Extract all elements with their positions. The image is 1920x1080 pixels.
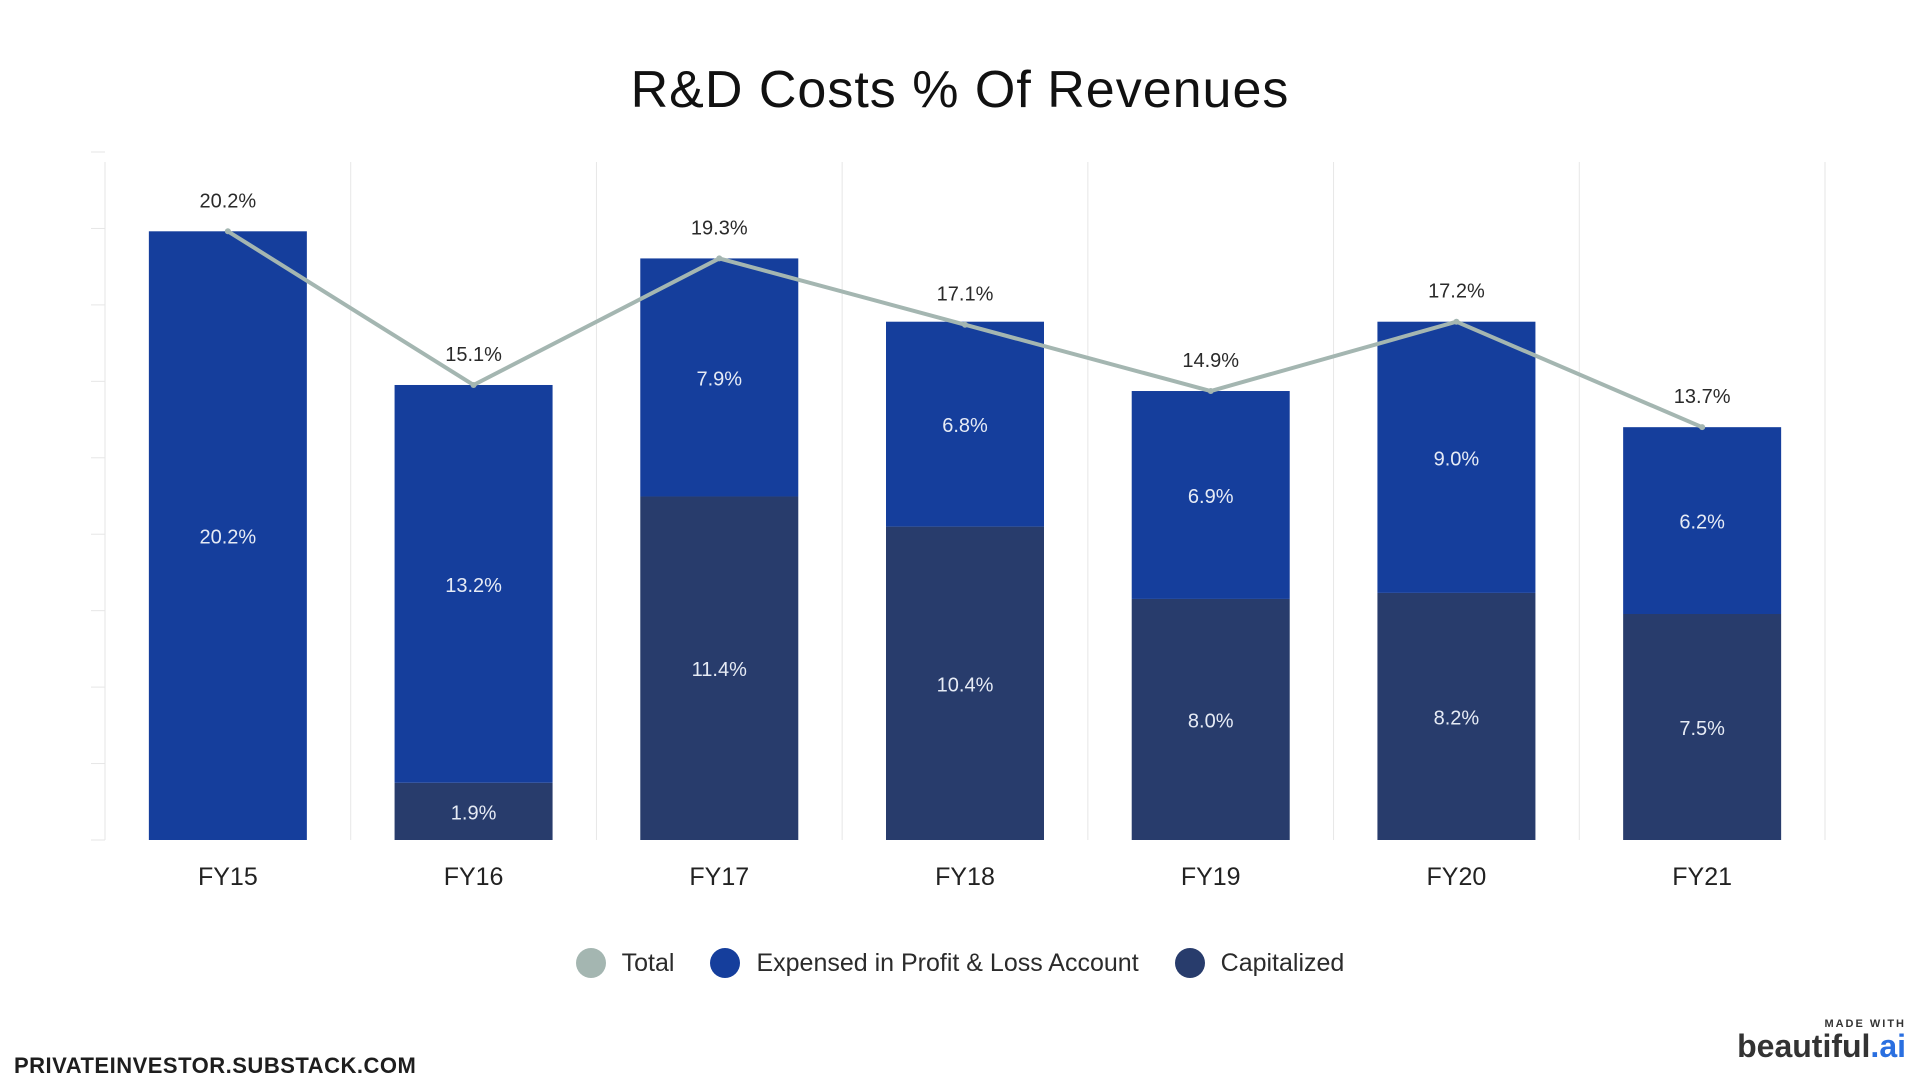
data-label-expensed: 9.0%: [1434, 448, 1480, 470]
data-label-capitalized: 1.9%: [451, 802, 497, 824]
bar-expensed: [148, 231, 307, 841]
data-label-capitalized: 8.2%: [1434, 707, 1480, 729]
x-tick-label: FY17: [689, 863, 749, 891]
data-label-total: 13.7%: [1674, 386, 1731, 408]
data-label-total: 20.2%: [199, 190, 256, 212]
total-point: [716, 255, 723, 262]
data-label-capitalized: 8.0%: [1188, 710, 1234, 732]
x-tick-label: FY21: [1672, 863, 1732, 891]
legend-swatch-capitalized: [1174, 948, 1205, 978]
bar-capitalized: [1623, 614, 1782, 840]
data-label-expensed: 6.9%: [1188, 486, 1234, 508]
legend-label-expensed: Expensed in Profit & Loss Account: [756, 948, 1139, 977]
legend-item-capitalized: Capitalized: [1174, 948, 1345, 978]
brand-logo: MADE WITH beautiful.ai: [1737, 1018, 1906, 1062]
bar-expensed: [640, 258, 799, 497]
bar-expensed: [886, 321, 1044, 527]
bar-capitalized: [886, 526, 1044, 840]
data-label-expensed: 7.9%: [696, 368, 742, 390]
bar-expensed: [1131, 391, 1290, 599]
total-point: [224, 228, 231, 235]
data-label-total: 17.1%: [937, 284, 994, 306]
data-label-capitalized: 7.5%: [1679, 718, 1725, 740]
data-labels: 20.2% 1.9% 13.2% 11.4% 7.9% 10.4% 6.8% 8.0% 6.9%…: [199, 190, 1730, 824]
data-label-capitalized: 11.4%: [692, 659, 747, 681]
brand-main: beautiful: [1737, 1028, 1871, 1064]
data-label-expensed: 20.2%: [199, 527, 256, 549]
x-tick-label: FY18: [935, 863, 995, 891]
data-label-total: 19.3%: [691, 217, 748, 239]
bar-capitalized: [640, 496, 799, 840]
legend: Total Expensed in Profit & Loss Account …: [0, 948, 1920, 978]
bar-capitalized: [1131, 598, 1290, 840]
chart-title: R&D Costs % Of Revenues: [630, 61, 1290, 119]
bars: [148, 231, 1782, 841]
legend-swatch-expensed: [710, 948, 741, 978]
x-tick-label: FY16: [444, 863, 504, 891]
legend-item-total: Total: [575, 948, 675, 978]
total-point: [1699, 424, 1706, 431]
x-tick-label: FY20: [1427, 863, 1487, 891]
data-label-expensed: 6.2%: [1679, 512, 1725, 534]
data-label-total: 17.2%: [1428, 281, 1485, 303]
total-point: [470, 381, 477, 388]
bar-capitalized: [394, 782, 553, 840]
bar-expensed: [394, 384, 553, 783]
total-point: [962, 321, 968, 328]
made-with-label: MADE WITH: [1824, 1018, 1906, 1030]
total-point: [1453, 318, 1460, 325]
legend-swatch-total: [575, 948, 606, 978]
data-label-total: 15.1%: [445, 344, 502, 366]
total-point: [1207, 388, 1214, 395]
x-tick-label: FY15: [198, 863, 258, 891]
bar-expensed: [1377, 321, 1536, 593]
legend-label-capitalized: Capitalized: [1220, 948, 1345, 977]
data-label-expensed: 6.8%: [942, 415, 988, 437]
x-axis-ticks: FY15 FY16 FY17 FY18 FY19 FY20 FY21: [198, 863, 1732, 891]
legend-item-expensed: Expensed in Profit & Loss Account: [710, 948, 1139, 978]
bar-expensed: [1623, 427, 1782, 614]
x-tick-label: FY19: [1181, 863, 1241, 891]
data-label-total: 14.9%: [1182, 350, 1239, 372]
brand-suffix: .ai: [1870, 1028, 1906, 1064]
data-label-capitalized: 10.4%: [937, 674, 994, 696]
source-footer: PRIVATEINVESTOR.SUBSTACK.COM: [14, 1053, 417, 1078]
total-line: [224, 228, 1706, 431]
grid-lines: [91, 151, 1826, 841]
brand-name: beautiful.ai: [1737, 1030, 1906, 1062]
bar-capitalized: [1377, 592, 1536, 840]
legend-label-total: Total: [621, 948, 675, 977]
data-label-expensed: 13.2%: [445, 575, 502, 597]
